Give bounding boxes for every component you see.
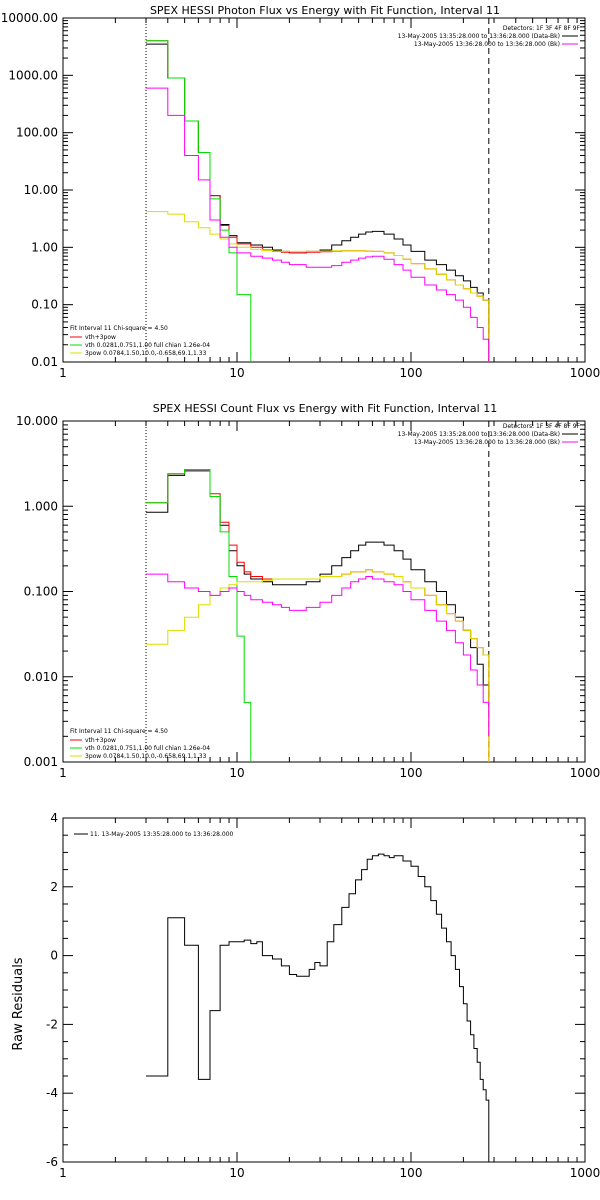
y-tick-label: 0.001 [24, 755, 58, 769]
x-tick-label: 100 [400, 366, 423, 380]
x-tick-label: 10 [229, 1166, 244, 1180]
fit-info: Fit Interval 11 Chi-square = 4.50 vth+3p… [70, 325, 210, 357]
info-line: Detectors: 1F 3F 4F 8F 9F [503, 25, 581, 32]
y-tick-label: 10000.00 [1, 11, 58, 25]
x-tick-label: 1 [59, 366, 67, 380]
fit-entry: vth+3pow [85, 737, 116, 744]
y-tick-label: 10.00 [24, 183, 58, 197]
y-tick-label: 1000.00 [8, 68, 58, 82]
chart-title: SPEX HESSI Count Flux vs Energy with Fit… [153, 402, 497, 415]
y-tick-label: 0.01 [31, 355, 58, 369]
series-residuals [146, 853, 490, 1162]
y-tick-label: 0.10 [31, 298, 58, 312]
legend-entry: 11. 13-May-2005 13:35:28.000 to 13:36:28… [90, 831, 234, 838]
x-tick-label: 1 [59, 1166, 67, 1180]
chart-title: SPEX HESSI Photon Flux vs Energy with Fi… [150, 4, 500, 17]
y-tick-label: 0 [50, 949, 58, 963]
fit-entry: 3pow 0.0784,1.50,10.0,-0.658,69.1,1.33 [85, 350, 207, 357]
photon-flux-chart: SPEX HESSI Photon Flux vs Energy with Fi… [1, 4, 600, 380]
series-data [146, 43, 490, 362]
x-tick-label: 10 [229, 766, 244, 780]
y-tick-label: -6 [46, 1155, 58, 1169]
x-tick-label: 1000 [570, 1166, 600, 1180]
info-line: 13-May-2005 13:36:28.000 to 13:36:28.000… [414, 41, 560, 48]
y-tick-label: 4 [50, 811, 58, 825]
fit-entry: vth 0.0281,0.751,1.00 full chian 1.26e-0… [85, 745, 210, 752]
y-tick-label: 0.100 [24, 585, 58, 599]
x-tick-label: 1000 [570, 766, 600, 780]
series-nonthermal [146, 569, 490, 762]
fit-entry: vth 0.0281,0.751,1.00 full chian 1.26e-0… [85, 342, 210, 349]
x-tick-label: 1000 [570, 366, 600, 380]
info-line: 13-May-2005 13:35:28.000 to 13:36:28.000… [398, 431, 560, 438]
y-axis-label: Raw Residuals [11, 957, 26, 1050]
x-tick-label: 100 [400, 1166, 423, 1180]
y-tick-label: 1.00 [31, 240, 58, 254]
fit-entry: 3pow 0.0784,1.50,10.0,-0.658,69.1,1.33 [85, 753, 207, 760]
series-background [146, 87, 490, 362]
series-nonthermal [146, 211, 490, 362]
y-tick-label: -2 [46, 1017, 58, 1031]
y-tick-label: 0.010 [24, 670, 58, 684]
series-thermal [146, 469, 252, 762]
y-tick-label: 2 [50, 880, 58, 894]
x-tick-label: 1 [59, 766, 67, 780]
y-tick-label: 100.00 [16, 126, 58, 140]
fit-title: Fit Interval 11 Chi-square = 4.50 [70, 728, 168, 735]
detector-info: Detectors: 1F 3F 4F 8F 9F 13-May-2005 13… [398, 25, 581, 48]
info-line: 13-May-2005 13:35:28.000 to 13:36:28.000… [398, 33, 560, 40]
detector-info: Detectors: 1F 3F 4F 8F 9F 13-May-2005 13… [398, 423, 581, 446]
x-tick-label: 100 [400, 766, 423, 780]
info-line: Detectors: 1F 3F 4F 8F 9F [503, 423, 581, 430]
residuals-chart: Raw Residuals 11. 13-May-2005 13:35:28.0… [11, 811, 600, 1180]
info-line: 13-May-2005 13:36:28.000 to 13:36:28.000… [414, 439, 560, 446]
x-tick-label: 10 [229, 366, 244, 380]
fit-info: Fit Interval 11 Chi-square = 4.50 vth+3p… [70, 728, 210, 760]
count-flux-chart: SPEX HESSI Count Flux vs Energy with Fit… [16, 402, 600, 780]
series-background [146, 573, 490, 737]
fit-title: Fit Interval 11 Chi-square = 4.50 [70, 325, 168, 332]
fit-entry: vth+3pow [85, 334, 116, 341]
y-tick-label: -4 [46, 1086, 58, 1100]
y-tick-label: 10.000 [16, 414, 58, 428]
y-tick-label: 1.000 [24, 499, 58, 513]
